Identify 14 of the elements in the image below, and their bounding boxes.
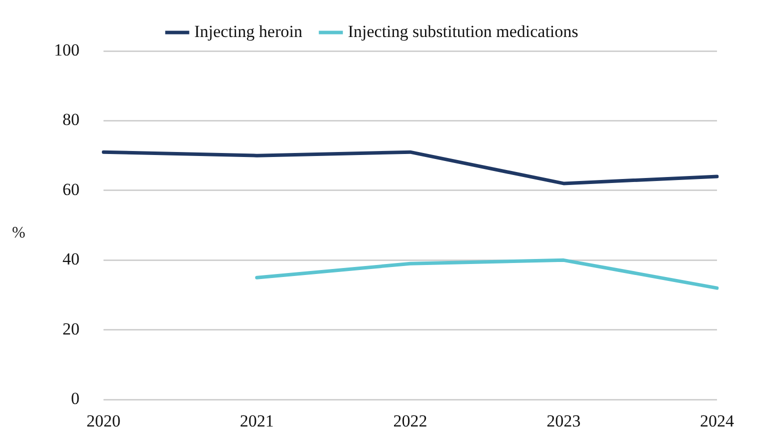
x-tick-label: 2021 [240, 411, 274, 430]
y-tick-label: 0 [71, 389, 80, 408]
y-tick-label: 80 [62, 110, 80, 130]
y-tick-label: 20 [62, 319, 80, 338]
x-tick-label: 2022 [393, 411, 428, 430]
x-tick-label: 2020 [86, 411, 120, 430]
x-tick-label: 2023 [546, 411, 581, 430]
y-tick-label: 40 [62, 250, 80, 269]
y-tick-label: 100 [54, 40, 80, 60]
y-axis-title: % [12, 224, 26, 242]
legend-label: Injecting heroin [194, 22, 303, 41]
legend-label: Injecting substitution medications [348, 22, 578, 41]
x-tick-label: 2024 [700, 411, 734, 430]
y-tick-label: 60 [62, 180, 80, 199]
